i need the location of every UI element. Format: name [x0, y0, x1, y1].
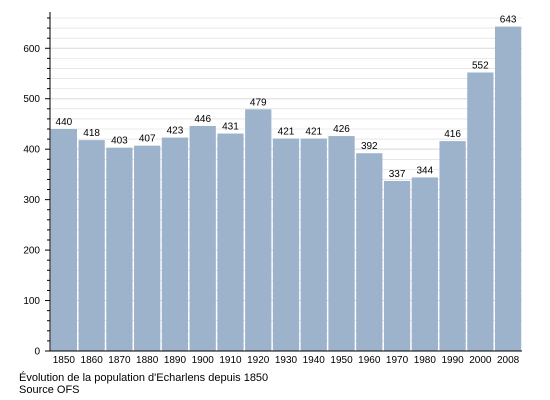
data-label-1950: 426 [333, 124, 350, 135]
data-label-1860: 418 [83, 128, 100, 139]
bar-1980 [411, 177, 438, 351]
bar-1930 [272, 138, 300, 351]
bars [50, 26, 522, 352]
x-tick-label: 1850 [53, 355, 76, 366]
x-tick-label: 1930 [275, 355, 298, 366]
x-tick-label: 1910 [219, 355, 242, 366]
data-label-1940: 421 [305, 127, 322, 138]
x-tick-label: 1990 [441, 355, 464, 366]
data-label-1920: 479 [250, 97, 267, 108]
x-tick-label: 1860 [81, 355, 104, 366]
x-tick-label: 1940 [303, 355, 326, 366]
data-label-1910: 431 [222, 122, 239, 133]
bar-2008 [494, 26, 522, 352]
data-label-1890: 423 [167, 126, 184, 137]
y-tick-label: 600 [23, 44, 40, 55]
bar-1850 [50, 129, 78, 351]
x-tick-label: 2000 [469, 355, 492, 366]
bar-1920 [245, 109, 272, 351]
bar-1870 [106, 147, 133, 351]
data-label-1970: 337 [389, 169, 406, 180]
data-label-2008: 643 [500, 15, 517, 26]
y-tick-label: 0 [34, 347, 40, 358]
data-label-1980: 344 [416, 165, 433, 176]
y-tick-label: 200 [23, 246, 40, 257]
y-tick-label: 300 [23, 195, 40, 206]
x-tick-label: 1900 [192, 355, 215, 366]
bar-1960 [356, 153, 383, 351]
chart-source: Source OFS [19, 384, 80, 396]
data-label-1900: 446 [194, 114, 211, 125]
x-tick-label: 1970 [386, 355, 409, 366]
bar-1880 [134, 145, 161, 351]
data-label-1850: 440 [56, 117, 73, 128]
data-label-1930: 421 [278, 127, 295, 138]
data-labels: 440 418 403 407 423 446 431 479 421 421 426 392 337 3… [56, 15, 517, 180]
chart-caption: Évolution de la population d'Echarlens d… [19, 372, 269, 384]
axes: 1850 1860 1870 1880 1890 1900 1910 1920 1930 1940… [23, 12, 522, 366]
bar-2000 [467, 72, 494, 351]
bar-1900 [189, 125, 216, 352]
x-tick-label: 1920 [247, 355, 270, 366]
bar-1970 [383, 180, 411, 351]
y-tick-label: 400 [23, 145, 40, 156]
data-label-2000: 552 [472, 60, 489, 71]
y-tick-label: 100 [23, 296, 40, 307]
data-label-1870: 403 [111, 136, 128, 147]
x-tick-label: 1870 [108, 355, 131, 366]
x-tick-label: 1960 [358, 355, 381, 366]
x-tick-label: 1950 [330, 355, 353, 366]
x-tick-label: 1980 [414, 355, 437, 366]
x-tick-label: 1890 [164, 355, 187, 366]
bar-1860 [78, 140, 105, 351]
bar-1890 [161, 137, 189, 351]
x-tick-label: 2008 [497, 355, 520, 366]
x-tick-label: 1880 [136, 355, 159, 366]
bar-1910 [217, 133, 244, 351]
bar-1950 [328, 136, 355, 351]
data-label-1990: 416 [444, 129, 461, 140]
y-tick-label: 500 [23, 94, 40, 105]
data-label-1880: 407 [139, 134, 156, 145]
data-label-1960: 392 [361, 141, 378, 152]
bar-1990 [439, 141, 466, 351]
bar-1940 [300, 138, 327, 351]
